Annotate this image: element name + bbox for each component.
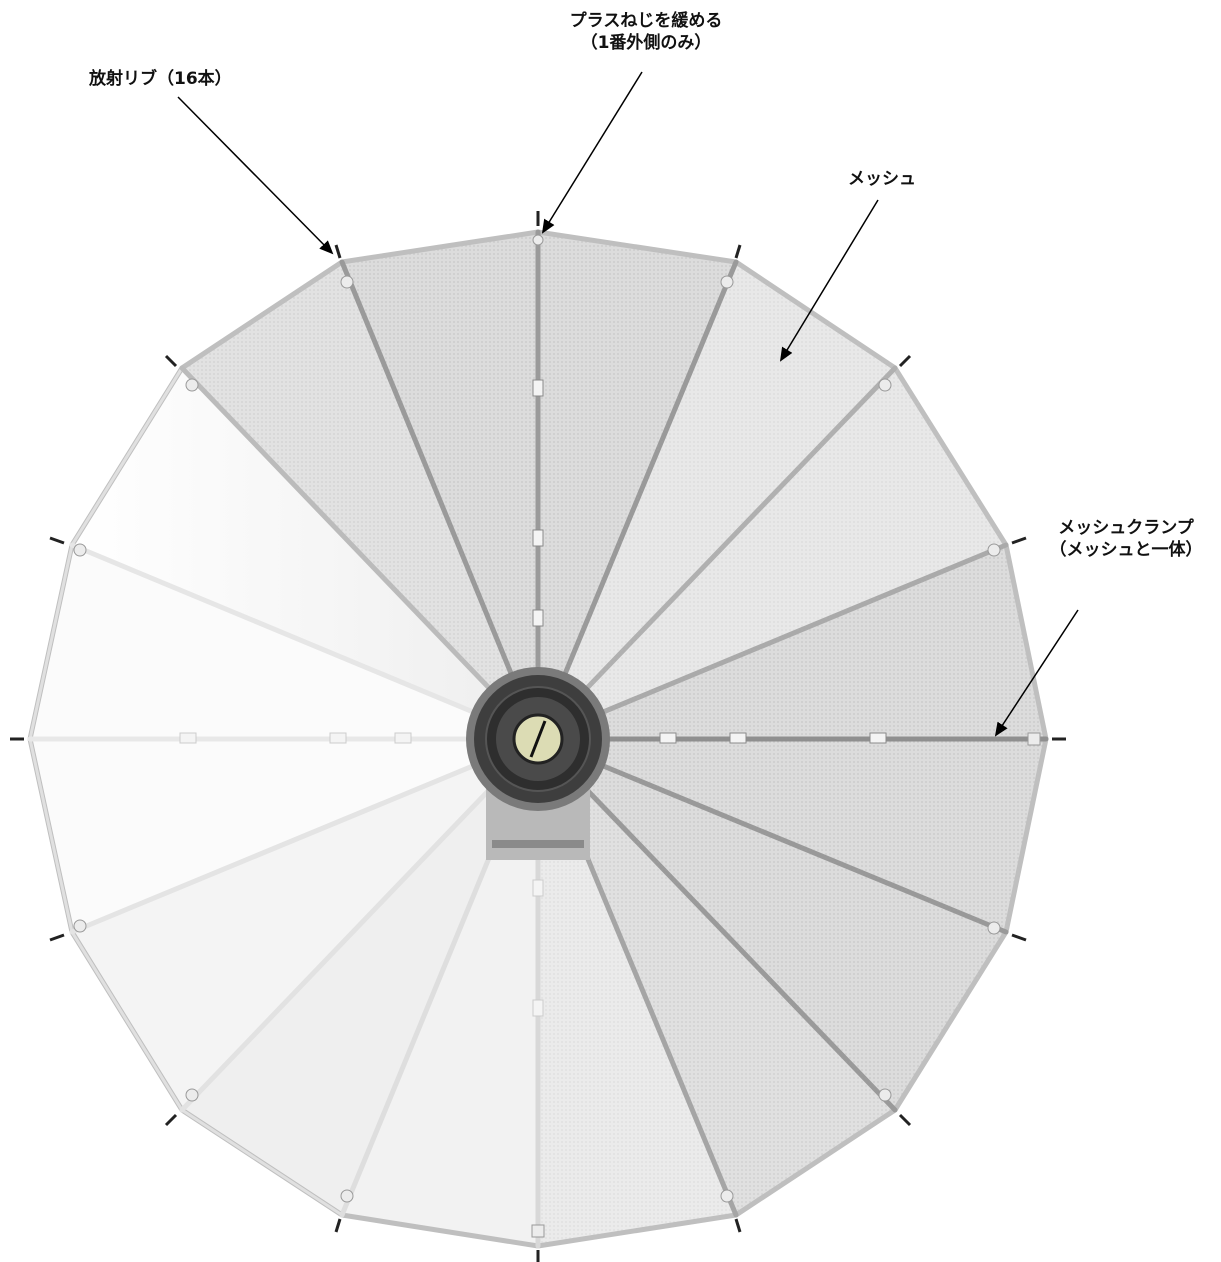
rib [179,736,541,1113]
mesh-panel [538,368,1006,739]
rib [535,736,898,1113]
mesh-panel [72,739,538,1110]
screw-leader-arrow [541,71,643,234]
mesh-panel [538,739,736,1246]
mesh-panel [182,262,538,739]
leader-arrows [177,71,1079,737]
clamp-leader-arrow [994,609,1079,737]
rim-knobs [73,234,1041,1238]
mesh-panels [30,232,1046,1246]
outer-rim-light [28,367,343,1217]
rib [69,542,541,742]
screw-label-line2: （1番外側のみ） [580,33,712,53]
clamp-label-line2: （メッシュと一体） [1049,540,1203,560]
clamp-label-line1: メッシュクランプ [1058,518,1194,538]
mesh-panel [538,739,1046,932]
mesh-panel [538,739,895,1215]
mesh-panel [538,232,736,739]
mesh-leader-arrow [779,199,879,362]
mesh-panel [30,545,538,739]
mount-bracket-shadow [492,840,584,848]
rib [535,542,1009,742]
screw-label-line1: プラスねじを緩める [569,11,723,31]
mesh-panel [538,739,1006,1110]
rib [179,365,541,742]
ribs-label: 放射リブ（16本） [89,69,232,89]
mesh-panel [342,232,538,739]
rib [535,259,739,742]
rib [535,736,1009,935]
mesh-panel [72,368,538,739]
rib-joints [179,379,887,1017]
rib-tip-pins [10,211,1066,1262]
mesh-panel [538,545,1046,739]
ribs-leader-arrow [177,96,334,255]
mesh-panel [182,739,538,1215]
mesh-label: メッシュ [848,169,916,189]
rib [69,736,541,935]
center-hub [466,667,610,811]
clamp-label: メッシュクランプ （メッシュと一体） [1038,517,1214,561]
screw-label: プラスねじを緩める （1番外側のみ） [546,10,746,54]
mesh-panel [342,739,538,1246]
rib [339,259,541,742]
mesh-panel [538,262,895,739]
rib [535,365,898,742]
mesh-panel [30,739,538,932]
